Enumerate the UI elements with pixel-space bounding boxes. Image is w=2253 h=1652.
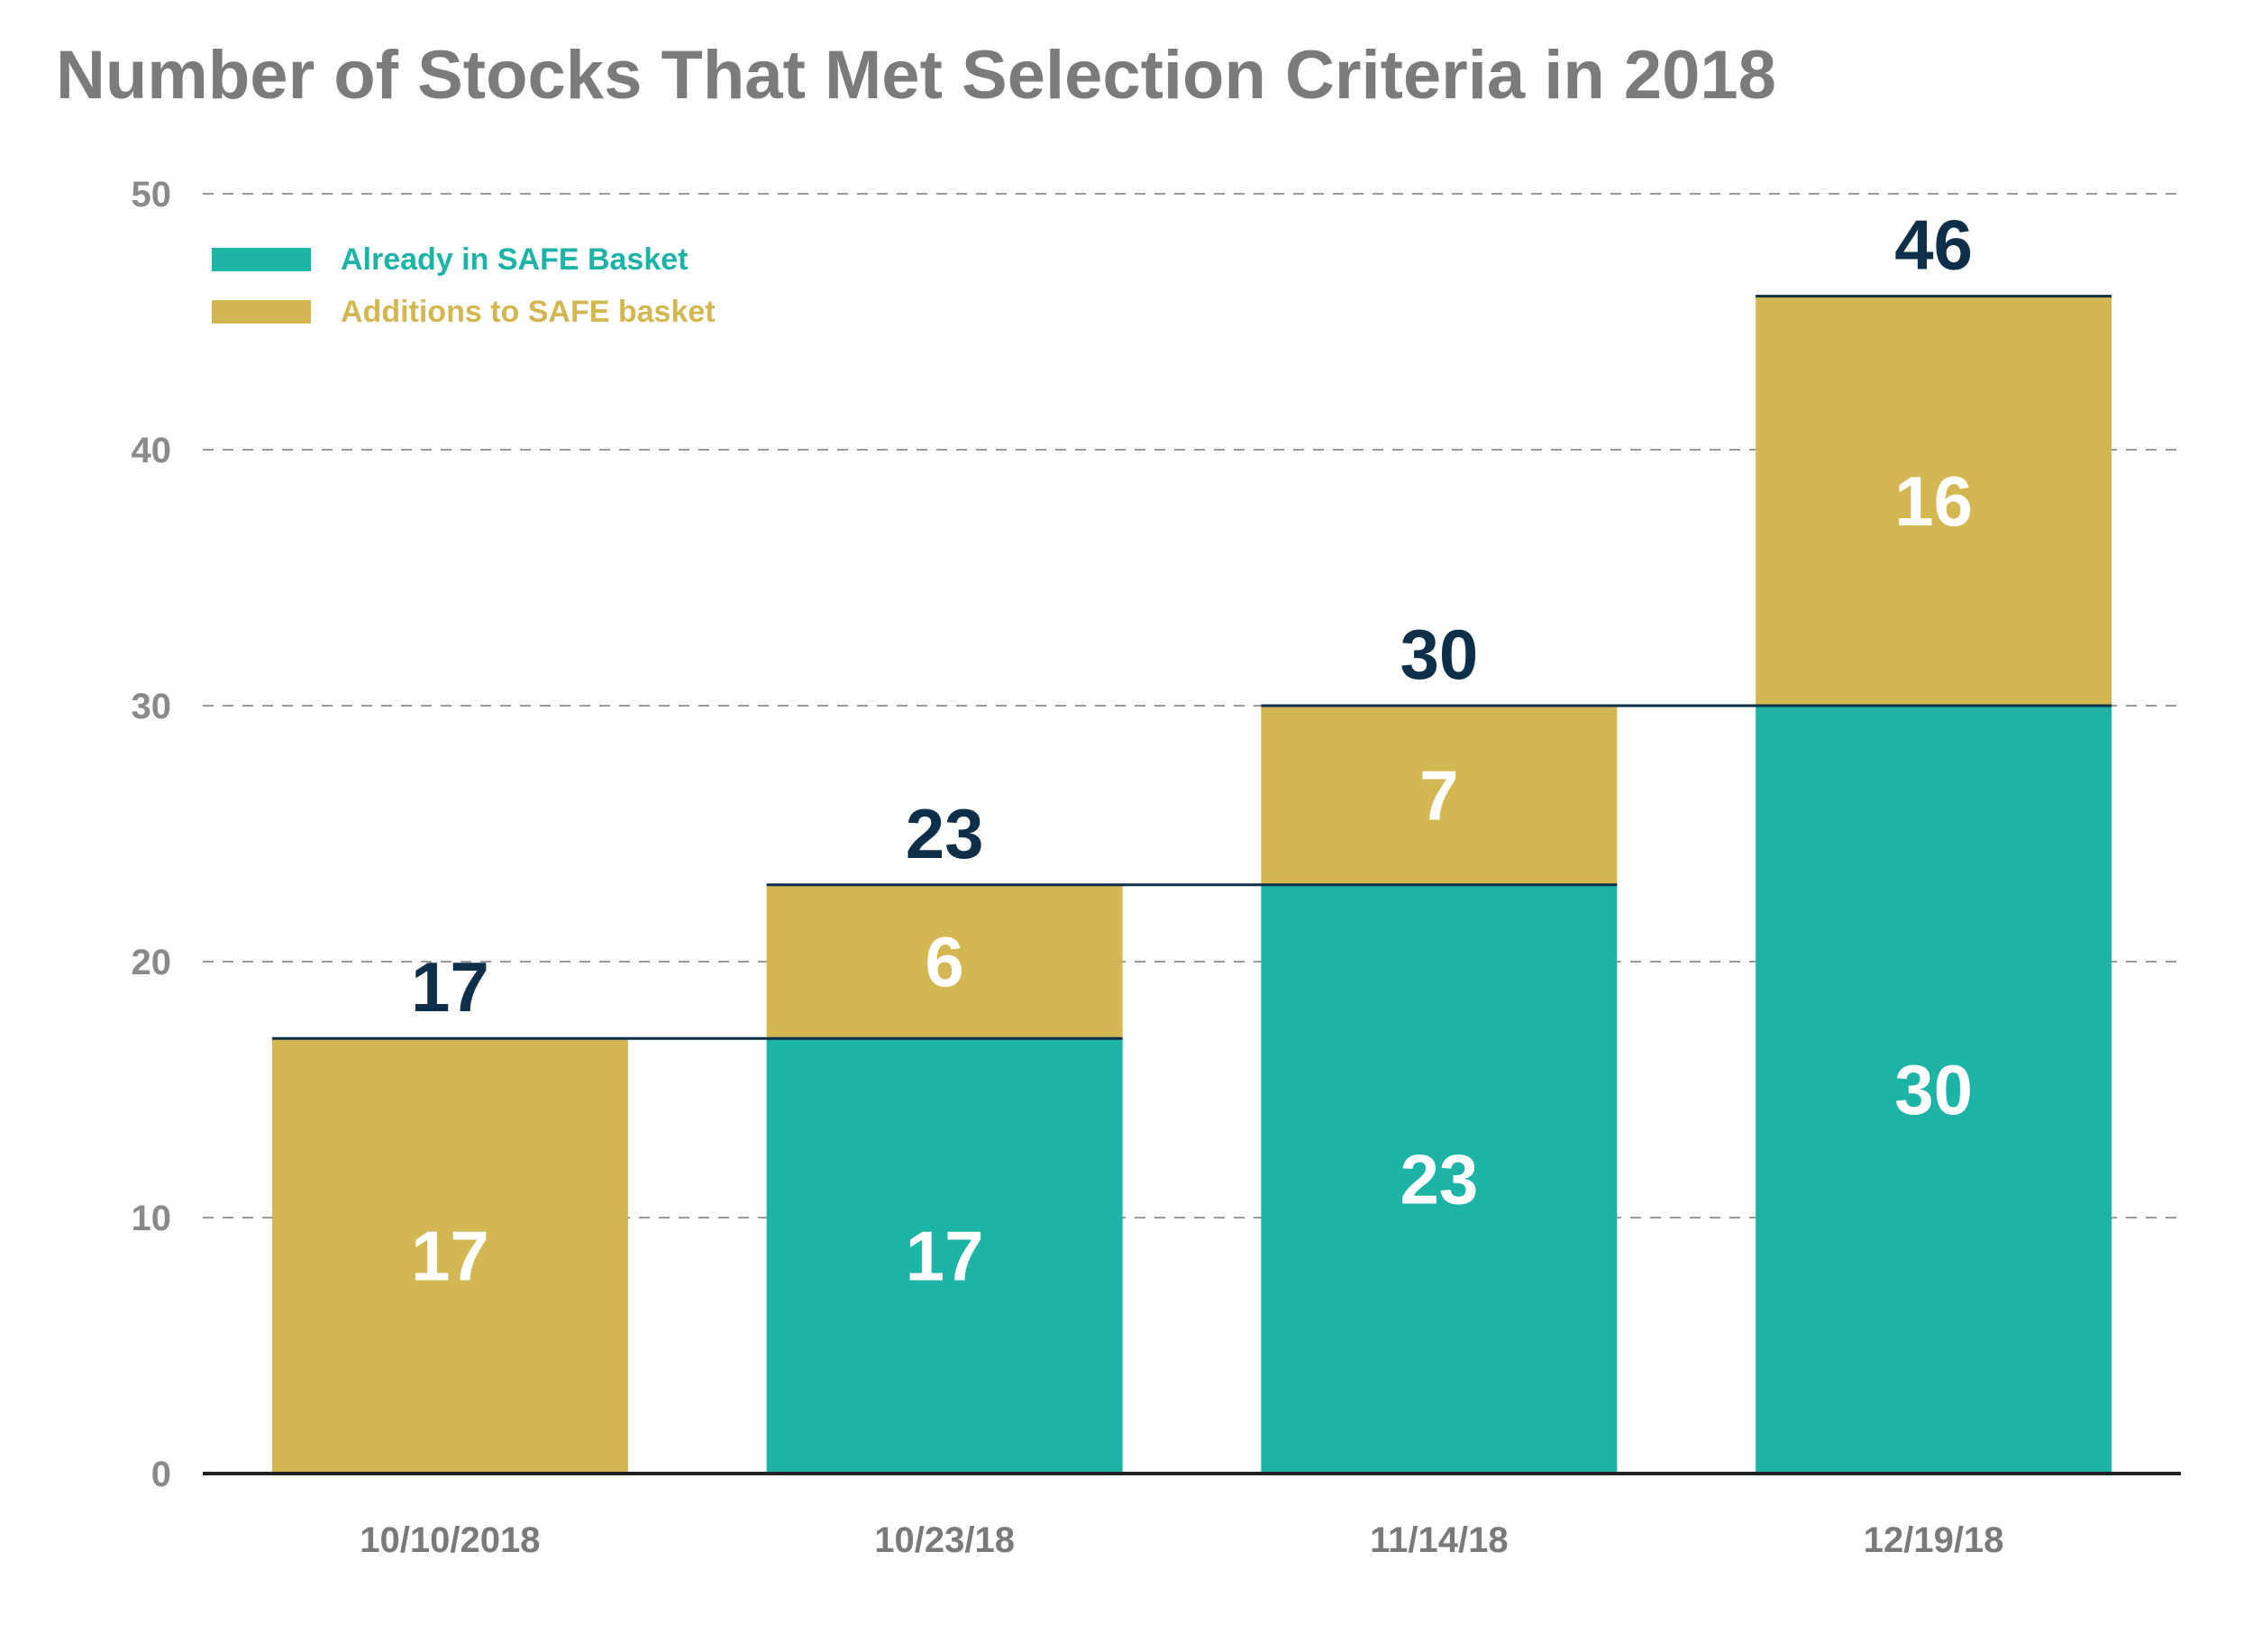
legend-swatch: [212, 300, 311, 324]
segment-value-label: 30: [1894, 1050, 1973, 1129]
segment-value-label: 7: [1419, 755, 1458, 835]
legend-label: Additions to SAFE basket: [341, 295, 716, 329]
bar-segment: [1261, 884, 1618, 1474]
chart-title: Number of Stocks That Met Selection Crit…: [56, 37, 1776, 114]
total-value-label: 30: [1400, 615, 1478, 694]
bar-segment: [766, 1038, 1123, 1474]
y-tick-label: 10: [132, 1199, 172, 1238]
total-value-label: 23: [906, 794, 984, 873]
bar-segment: [1756, 296, 2112, 706]
bar-segment: [766, 884, 1123, 1039]
x-tick-label: 10/10/2018: [360, 1520, 540, 1560]
bar-segment: [1756, 706, 2112, 1474]
x-tick-label: 11/14/18: [1370, 1520, 1509, 1560]
bar-segment: [271, 1038, 628, 1474]
y-tick-label: 50: [132, 175, 172, 214]
segment-value-label: 6: [925, 922, 963, 1001]
x-tick-label: 10/23/18: [874, 1520, 1015, 1560]
y-tick-label: 40: [132, 431, 172, 470]
segment-value-label: 23: [1400, 1139, 1478, 1218]
y-tick-label: 30: [132, 687, 172, 726]
total-value-label: 46: [1894, 205, 1973, 285]
segment-value-label: 17: [906, 1217, 984, 1296]
x-tick-label: 12/19/18: [1864, 1520, 2004, 1560]
legend-swatch: [212, 248, 311, 271]
total-value-label: 17: [411, 947, 489, 1027]
bar-segment: [1261, 706, 1618, 885]
legend-label: Already in SAFE Basket: [341, 242, 688, 277]
segment-value-label: 16: [1894, 461, 1973, 541]
y-tick-label: 20: [132, 943, 172, 982]
y-tick-label: 0: [151, 1455, 171, 1494]
segment-value-label: 17: [411, 1217, 489, 1296]
